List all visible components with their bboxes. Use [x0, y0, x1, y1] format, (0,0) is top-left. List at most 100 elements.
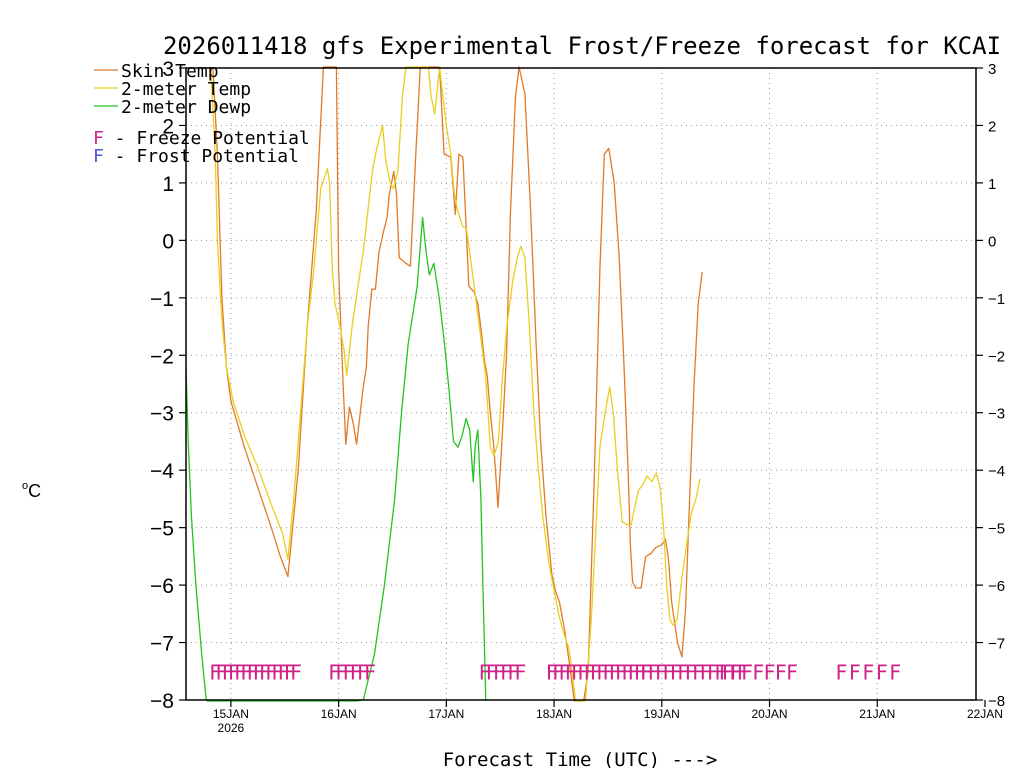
freeze-potential-marker: F — [615, 660, 627, 684]
x-tick-label: 19JAN — [644, 707, 680, 721]
freeze-potential-marker: F — [290, 660, 302, 684]
freeze-potential-marker: F — [752, 660, 764, 684]
y-tick-label-right: 0 — [988, 233, 996, 250]
freeze-potential-marker: F — [786, 660, 798, 684]
x-axis-label: Forecast Time (UTC) ---> — [443, 749, 718, 768]
freeze-potential-marker: F — [670, 660, 682, 684]
freeze-potential-marker: F — [240, 660, 252, 684]
legend-label: Skin Temp — [121, 61, 219, 82]
freeze-potential-marker: F — [486, 660, 498, 684]
freeze-potential-marker: F — [590, 660, 602, 684]
y-tick-label: −3 — [150, 403, 174, 426]
y-tick-label-right: −5 — [988, 521, 1005, 538]
y-tick-label-right: −8 — [988, 693, 1005, 710]
freeze-potential-marker: F — [775, 660, 787, 684]
freeze-potential-marker: F — [707, 660, 719, 684]
x-tick-label: 15JAN — [213, 707, 249, 721]
freeze-potential-marker: F — [849, 660, 861, 684]
y-tick-label-right: −4 — [988, 463, 1005, 480]
freeze-potential-marker: F — [730, 660, 742, 684]
freeze-potential-marker: F — [552, 660, 564, 684]
freeze-potential-marker: F — [577, 660, 589, 684]
freeze-potential-marker: F — [627, 660, 639, 684]
legend-potential-entry: F - Frost Potential — [93, 146, 299, 167]
freeze-potential-marker: F — [719, 660, 731, 684]
freeze-potential-marker: F — [565, 660, 577, 684]
freeze-potential-marker: F — [546, 660, 558, 684]
freeze-potential-marker: F — [699, 660, 711, 684]
legend-label: 2-meter Dewp — [121, 97, 251, 118]
freeze-potential-marker: F — [741, 660, 753, 684]
y-tick-label: −4 — [150, 460, 174, 483]
y-tick-label: −1 — [150, 288, 174, 311]
freeze-potential-marker: F — [350, 660, 362, 684]
freeze-potential-marker: F — [558, 660, 570, 684]
freeze-potential-marker: F — [692, 660, 704, 684]
legend-potential-symbol: F — [93, 146, 104, 167]
chart-grid — [186, 68, 976, 700]
legend-label: 2-meter Temp — [121, 79, 251, 100]
freeze-potential-marker: F — [647, 660, 659, 684]
chart-title: 2026011418 gfs Experimental Frost/Freeze… — [163, 32, 1001, 60]
freeze-potential-marker: F — [335, 660, 347, 684]
freeze-potential-marker: F — [609, 660, 621, 684]
freeze-potential-marker: F — [228, 660, 240, 684]
freeze-potential-marker: F — [478, 660, 490, 684]
freeze-potential-marker: F — [271, 660, 283, 684]
freeze-potential-marker: F — [222, 660, 234, 684]
y-axis-label-unit: C — [28, 481, 41, 501]
x-tick-label: 20JAN — [752, 707, 788, 721]
y-tick-label: −7 — [150, 633, 174, 656]
freeze-potential-marker: F — [876, 660, 888, 684]
y-tick-label: −8 — [150, 690, 174, 713]
freeze-potential-marker: F — [234, 660, 246, 684]
x-tick-label: 17JAN — [428, 707, 464, 721]
freeze-potential-marker: F — [640, 660, 652, 684]
y-tick-label: 2 — [162, 115, 174, 138]
left-axis: 3 2 1 0 −1 −2 −3 −4 −5 −6 −7 −8 — [150, 58, 186, 713]
freeze-potential-marker: F — [493, 660, 505, 684]
x-tick-label: 21JAN — [859, 707, 895, 721]
y-tick-label-right: −7 — [988, 636, 1005, 653]
y-tick-label: 3 — [162, 58, 174, 81]
freeze-potential-marker: F — [640, 660, 652, 684]
legend-potential-label: - Freeze Potential — [104, 128, 310, 149]
y-tick-label: 1 — [162, 173, 174, 196]
legend-potential-symbol: F — [93, 128, 104, 149]
freeze-potential-marker: F — [500, 660, 512, 684]
freeze-potential-marker: F — [596, 660, 608, 684]
y-tick-label-right: 1 — [988, 176, 996, 193]
y-tick-label-right: −1 — [988, 291, 1005, 308]
freeze-potential-marker: F — [634, 660, 646, 684]
freeze-potential-marker: F — [889, 660, 901, 684]
freeze-potential-marker: F — [677, 660, 689, 684]
freeze-potential-marker: F — [655, 660, 667, 684]
x-tick-label: 22JAN — [967, 707, 1003, 721]
freeze-potential-marker: F — [246, 660, 258, 684]
freeze-potential-marker: F — [328, 660, 340, 684]
y-tick-label: −5 — [150, 518, 174, 541]
freeze-potential-marker: F — [571, 660, 583, 684]
right-axis: 3 2 1 0 −1 −2 −3 −4 −5 −6 −7 −8 — [976, 61, 1005, 710]
freeze-potential-marker: F — [357, 660, 369, 684]
freeze-potential-marker: F — [685, 660, 697, 684]
y-axis-label-degree: o — [22, 480, 28, 492]
freeze-potential-marker: F — [763, 660, 775, 684]
freeze-potential-marker: F — [209, 660, 221, 684]
y-tick-label: 0 — [162, 230, 174, 253]
freeze-potential-marker: F — [265, 660, 277, 684]
y-tick-label-right: −3 — [988, 406, 1005, 423]
freeze-potential-marker: F — [278, 660, 290, 684]
plot-frame — [185, 67, 977, 701]
freeze-potential-marker: F — [602, 660, 614, 684]
freeze-potential-marker: F — [514, 660, 526, 684]
freeze-potential-marker: F — [835, 660, 847, 684]
freeze-potential-marker: F — [284, 660, 296, 684]
y-tick-label-right: −6 — [988, 578, 1005, 595]
x-tick-label: 18JAN — [536, 707, 572, 721]
freeze-potential-marker: F — [342, 660, 354, 684]
x-tick-label: 16JAN — [321, 707, 357, 721]
